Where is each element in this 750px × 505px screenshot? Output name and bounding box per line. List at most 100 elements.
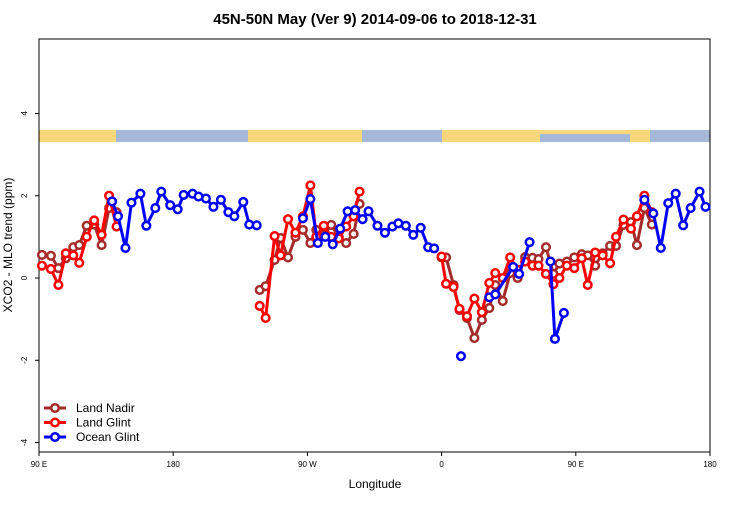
legend-label: Ocean Glint <box>76 430 140 444</box>
data-point <box>354 186 365 197</box>
data-point <box>320 231 331 242</box>
data-point <box>448 281 459 293</box>
data-point <box>490 268 501 279</box>
data-point <box>172 204 183 215</box>
data-point <box>297 213 308 224</box>
data-point <box>290 227 301 238</box>
data-point <box>484 277 495 288</box>
data-point <box>348 228 359 240</box>
y-tick-label: -2 <box>20 356 29 364</box>
data-point <box>508 261 519 272</box>
x-tick-label: 180 <box>703 460 717 469</box>
chart-title: 45N-50N May (Ver 9) 2014-09-06 to 2018-1… <box>213 11 537 28</box>
data-point <box>484 302 495 314</box>
data-point <box>554 272 565 284</box>
data-point <box>251 220 262 231</box>
data-point <box>436 251 447 262</box>
y-tick-label: 2 <box>20 193 29 198</box>
data-point <box>429 243 440 254</box>
data-point <box>45 250 56 261</box>
data-point <box>335 223 346 234</box>
data-point <box>135 188 146 199</box>
data-point <box>74 240 85 251</box>
x-tick-label: 90 W <box>298 460 317 469</box>
data-point <box>68 250 79 261</box>
x-tick-label: 180 <box>167 460 181 469</box>
data-point <box>490 289 501 300</box>
data-point <box>141 220 152 231</box>
data-point <box>700 201 711 212</box>
data-point <box>126 197 137 208</box>
legend-marker <box>49 402 61 414</box>
data-point <box>545 256 556 267</box>
y-tick-label: -4 <box>20 438 29 446</box>
data-point <box>476 307 487 318</box>
legend-label: Land Nadir <box>76 401 135 415</box>
data-point <box>318 220 329 231</box>
data-point <box>549 333 560 344</box>
data-point <box>648 208 659 219</box>
data-point <box>53 279 64 291</box>
data-point <box>312 237 323 249</box>
data-point <box>327 239 338 250</box>
data-point <box>524 237 535 248</box>
data-point <box>305 180 316 191</box>
data-point <box>461 311 472 322</box>
data-point <box>120 242 131 254</box>
data-point <box>670 188 681 199</box>
data-point <box>625 223 637 234</box>
map-strip <box>39 130 710 142</box>
data-point <box>605 258 616 269</box>
y-tick-label: 4 <box>20 111 29 116</box>
data-point <box>663 198 674 209</box>
data-point <box>469 333 480 344</box>
data-point <box>96 240 107 251</box>
data-point <box>655 242 666 254</box>
ocean-band <box>116 130 248 142</box>
data-point <box>582 279 593 291</box>
data-point <box>238 196 249 207</box>
data-point <box>611 231 622 242</box>
data-point <box>305 193 316 205</box>
data-point <box>694 186 705 197</box>
y-tick-label: 0 <box>20 275 29 280</box>
x-tick-label: 90 E <box>31 460 47 469</box>
y-axis-label: XCO2 - MLO trend (ppm) <box>1 178 15 313</box>
data-point <box>631 211 642 222</box>
data-point <box>215 194 226 205</box>
data-point <box>576 253 587 264</box>
data-point <box>533 260 544 271</box>
data-point <box>350 205 361 216</box>
data-point <box>455 351 467 362</box>
data-point <box>379 227 390 238</box>
data-point <box>558 307 569 319</box>
legend-marker <box>49 417 61 428</box>
data-point <box>540 268 552 279</box>
data-point <box>36 260 48 271</box>
data-point <box>540 242 552 253</box>
legend-label: Land Glint <box>76 416 131 430</box>
data-point <box>81 231 92 242</box>
data-point <box>618 214 629 225</box>
data-point <box>74 257 85 268</box>
data-point <box>678 220 689 231</box>
data-point <box>156 186 167 197</box>
data-point <box>685 203 696 214</box>
data-point <box>200 193 212 204</box>
data-point <box>107 196 118 207</box>
ocean-band <box>362 130 442 142</box>
data-point <box>372 220 383 231</box>
data-point <box>400 220 411 231</box>
data-point <box>178 189 189 200</box>
data-point <box>357 214 368 225</box>
data-point <box>36 249 48 261</box>
data-point <box>254 300 265 312</box>
data-point <box>631 240 642 251</box>
data-point <box>639 194 650 205</box>
data-point <box>165 200 176 211</box>
data-point <box>208 201 219 212</box>
data-point <box>497 295 508 307</box>
data-point <box>341 237 352 249</box>
